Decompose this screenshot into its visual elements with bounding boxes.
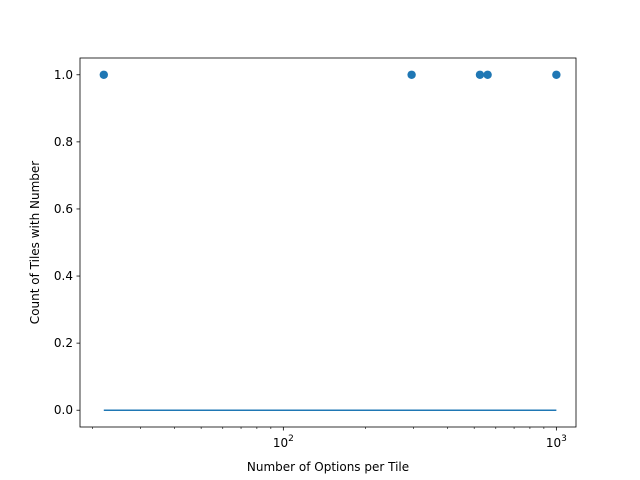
y-tick-label: 0.4 xyxy=(54,269,73,283)
data-point xyxy=(552,70,561,79)
y-tick-label: 0.6 xyxy=(54,202,73,216)
x-tick-label: 102 xyxy=(273,434,294,450)
data-point xyxy=(475,70,485,79)
data-point xyxy=(407,70,416,79)
axes-frame xyxy=(79,57,577,428)
y-tick-label: 1.0 xyxy=(54,68,73,82)
data-point xyxy=(99,70,108,79)
y-tick-label: 0.0 xyxy=(54,403,73,417)
x-tick-label: 103 xyxy=(546,434,567,450)
plot-area xyxy=(99,70,561,411)
axes: 0.0 0.2 0.4 0.6 0.8 1.0 102 103 xyxy=(54,57,577,450)
y-tick-label: 0.2 xyxy=(54,336,73,350)
data-point xyxy=(483,70,492,79)
x-axis-label: Number of Options per Tile xyxy=(247,460,409,474)
y-axis-label: Count of Tiles with Number xyxy=(28,161,42,324)
y-tick-label: 0.8 xyxy=(54,135,73,149)
